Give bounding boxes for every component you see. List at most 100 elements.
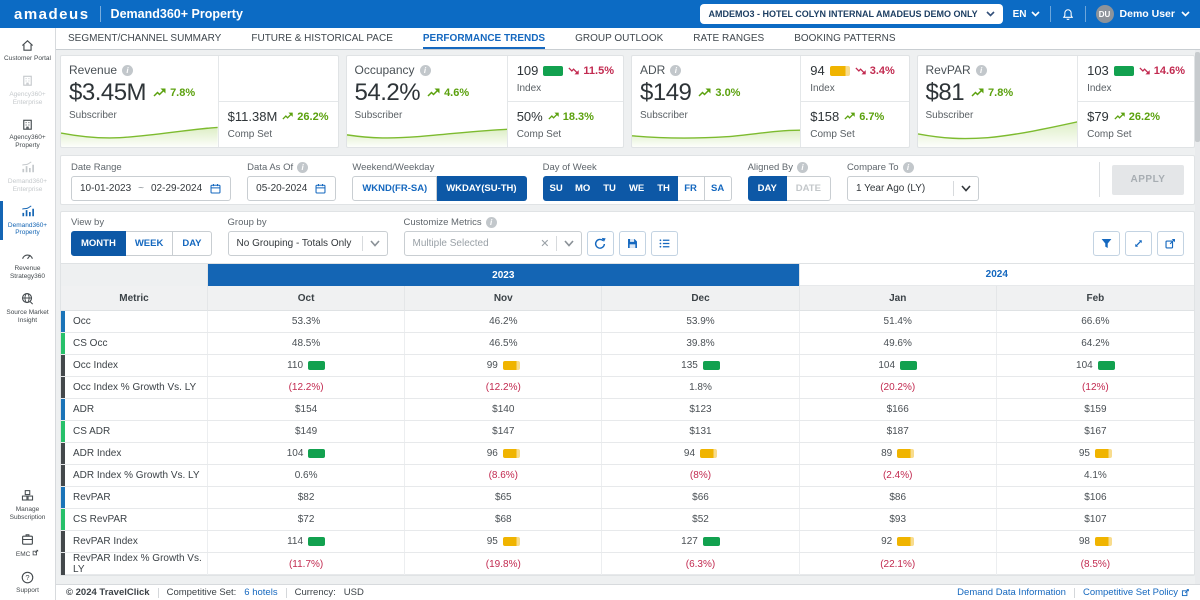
kpi-revpar-side: 103 14.6% Index $79 (1078, 56, 1194, 147)
info-icon[interactable]: i (419, 64, 431, 76)
weekend-weekday-button-wkday-su-th[interactable]: WKDAY(SU-TH) (437, 176, 527, 201)
info-icon[interactable]: i (670, 64, 682, 76)
clear-icon[interactable]: ✕ (540, 238, 550, 250)
metric-value: 64.2% (1081, 338, 1110, 349)
day-button-mo[interactable]: MO (569, 176, 597, 201)
demand-data-information-link[interactable]: Demand Data Information (957, 587, 1066, 598)
filter-button[interactable] (1093, 231, 1120, 256)
saved-views-list-button[interactable] (650, 231, 678, 256)
filter-weekend-weekday: Weekend/Weekday WKND(FR-SA) WKDAY(SU-TH) (352, 162, 527, 201)
tab-future-historical-pace[interactable]: FUTURE & HISTORICAL PACE (251, 33, 393, 44)
kpi-row: Revenue i $3.45M 7.8% Subscriber (60, 55, 1195, 148)
tab-rate-ranges[interactable]: RATE RANGES (693, 33, 765, 44)
view-by-button-month[interactable]: MONTH (71, 231, 126, 256)
sidebar-item-customer-portal[interactable]: Customer Portal (0, 32, 55, 68)
aligned-by-button-day[interactable]: DAY (747, 176, 787, 201)
filter-aligned-by: Aligned By i DAY DATE (747, 162, 831, 201)
user-menu[interactable]: DU Demo User (1095, 5, 1190, 23)
table-row-occ-index: Occ Index 110 99 135 104 104 (61, 355, 1194, 377)
index-label: Index (516, 83, 542, 94)
data-as-of-input[interactable]: 05-20-2024 (247, 176, 337, 201)
tab-group-outlook[interactable]: GROUP OUTLOOK (575, 33, 664, 44)
info-icon[interactable]: i (122, 64, 134, 76)
kpi-index-cell: 94 3.4% Index (801, 56, 908, 101)
sidebar-item-manage-subscription[interactable]: Manage Subscription (0, 483, 55, 527)
apply-button[interactable]: APPLY (1112, 164, 1184, 195)
metric-value: $140 (405, 399, 603, 420)
home-icon (20, 37, 35, 53)
expand-button[interactable] (1125, 231, 1152, 256)
day-button-tu[interactable]: TU (596, 176, 624, 201)
metric-value: (12%) (1082, 382, 1109, 393)
sidebar-item-agency360-property[interactable]: Agency360+ Property (0, 111, 55, 155)
kpi-title: Revenue (69, 63, 118, 77)
date-range-input[interactable]: 10-01-2023 ~ 02-29-2024 (71, 176, 232, 201)
trend-down-icon (1139, 67, 1150, 75)
info-icon[interactable]: i (975, 64, 987, 76)
metric-value: 4.1% (1083, 470, 1107, 481)
competitive-set-link[interactable]: 6 hotels (244, 587, 278, 598)
notifications-bell-icon[interactable] (1061, 7, 1075, 22)
tab-segment-channel-summary[interactable]: SEGMENT/CHANNEL SUMMARY (68, 33, 222, 44)
external-link-icon (32, 550, 39, 558)
language-dropdown[interactable]: EN (1013, 9, 1040, 20)
index-chip (897, 537, 915, 546)
index-chip (1094, 449, 1112, 458)
day-button-th[interactable]: TH (650, 176, 678, 201)
hotel-selector-dropdown[interactable]: AMDEMO3 - HOTEL COLYN INTERNAL AMADEUS D… (700, 4, 1003, 24)
compset-label: Comp Set (810, 129, 855, 140)
sidebar-item-revenue-strategy360[interactable]: Revenue Strategy360 (0, 242, 55, 286)
metric-value: $52 (602, 509, 800, 530)
compset-label: Comp Set (516, 129, 562, 140)
customize-metrics-value: Multiple Selected (412, 238, 489, 249)
day-button-su[interactable]: SU (542, 176, 570, 201)
view-by-button-day[interactable]: DAY (173, 231, 212, 256)
scrollbar-thumb[interactable] (1195, 52, 1200, 142)
sidebar-item-demand360-property[interactable]: Demand360+ Property (0, 199, 55, 243)
metric-value: $167 (1084, 426, 1107, 437)
index-value: 103 (1087, 63, 1109, 78)
customize-metrics-select[interactable]: Multiple Selected ✕ (403, 231, 582, 256)
metric-value: $65 (405, 487, 603, 508)
sidebar-item-emc[interactable]: EMC (0, 526, 55, 564)
competitive-set-label: Competitive Set: (166, 587, 237, 598)
index-chip (900, 361, 918, 370)
trend-down-icon (855, 67, 866, 75)
building-icon (20, 116, 35, 132)
day-button-we[interactable]: WE (623, 176, 651, 201)
info-icon[interactable]: i (297, 162, 309, 173)
kpi-adr-side: 94 3.4% Index $158 (801, 56, 909, 147)
save-button[interactable] (618, 231, 646, 256)
main-content: Revenue i $3.45M 7.8% Subscriber (56, 50, 1200, 584)
sidebar-item-support[interactable]: ? Support (0, 564, 55, 600)
sidebar-item-label: Demand360+ Enterprise (7, 177, 48, 193)
info-icon[interactable]: i (902, 162, 914, 173)
sidebar-item-demand360-enterprise: Demand360+ Enterprise (0, 155, 55, 199)
day-of-week-label: Day of Week (542, 162, 597, 173)
index-value: 94 (810, 63, 825, 78)
metric-value: $72 (208, 509, 406, 530)
compare-to-select[interactable]: 1 Year Ago (LY) (846, 176, 979, 201)
kpi-adr-main: ADR i $149 3.0% Subscriber (632, 56, 802, 147)
kpi-subscriber-label: Subscriber (640, 110, 688, 121)
metric-label: ADR Index (61, 443, 208, 464)
kpi-title: Occupancy (354, 63, 415, 77)
info-icon[interactable]: i (485, 217, 497, 228)
tab-booking-patterns[interactable]: BOOKING PATTERNS (794, 33, 896, 44)
day-button-sa[interactable]: SA (704, 176, 732, 201)
group-by-select[interactable]: No Grouping - Totals Only (227, 231, 388, 256)
day-button-fr[interactable]: FR (677, 176, 705, 201)
weekend-weekday-button-wknd-fr-sa[interactable]: WKND(FR-SA) (352, 176, 438, 201)
sidebar-item-source-market-insight[interactable]: Source Market Insight (0, 286, 55, 330)
index-chip (502, 449, 520, 458)
info-icon[interactable]: i (797, 162, 809, 173)
export-button[interactable] (1157, 231, 1184, 256)
view-by-button-week[interactable]: WEEK (125, 231, 174, 256)
footer: © 2024 TravelClick Competitive Set: 6 ho… (56, 584, 1200, 600)
trend-up: 26.2% (282, 111, 329, 123)
metric-label: RevPAR Index (61, 531, 208, 552)
refresh-button[interactable] (586, 231, 614, 256)
tab-performance-trends[interactable]: PERFORMANCE TRENDS (422, 28, 546, 49)
scrollbar[interactable] (1195, 50, 1200, 584)
competitive-set-policy-link[interactable]: Competitive Set Policy (1083, 587, 1190, 598)
